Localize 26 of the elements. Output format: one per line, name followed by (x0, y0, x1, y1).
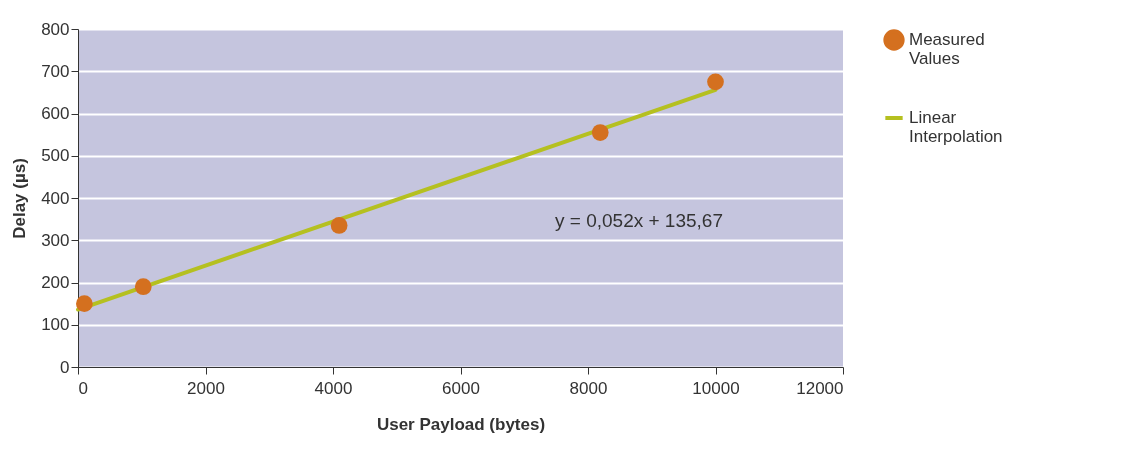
x-tick-label: 10000 (692, 378, 740, 398)
legend-label: Linear Interpolation (909, 108, 1003, 146)
x-tick-label: 8000 (569, 378, 608, 398)
y-tick-label: 0 (60, 357, 70, 377)
y-tick-label: 700 (41, 61, 70, 81)
y-axis-title: Delay (µs) (10, 158, 30, 239)
point (330, 217, 348, 234)
point (707, 73, 724, 91)
x-tick-label: 6000 (442, 378, 480, 398)
y-tick-label: 300 (41, 230, 70, 250)
annotation: y = 0,052x + 135,67 (555, 210, 723, 231)
y-tick-label: 800 (41, 19, 70, 39)
x-tick-label: 12000 (796, 378, 844, 398)
x-tick-label: 2000 (187, 378, 225, 398)
x-tick-label: 0 (78, 378, 88, 398)
point (591, 124, 609, 141)
legend-label: Measured Values (909, 30, 985, 68)
y-tick-label: 200 (41, 273, 70, 292)
y-tick-label: 500 (41, 146, 70, 166)
y-tick-label: 400 (41, 188, 70, 208)
point (134, 278, 152, 296)
x-axis-title: User Payload (bytes) (376, 414, 546, 434)
x-tick-label: 4000 (314, 378, 353, 398)
y-tick-label: 600 (41, 104, 70, 123)
point (76, 295, 93, 312)
y-tick-label: 100 (41, 315, 70, 335)
